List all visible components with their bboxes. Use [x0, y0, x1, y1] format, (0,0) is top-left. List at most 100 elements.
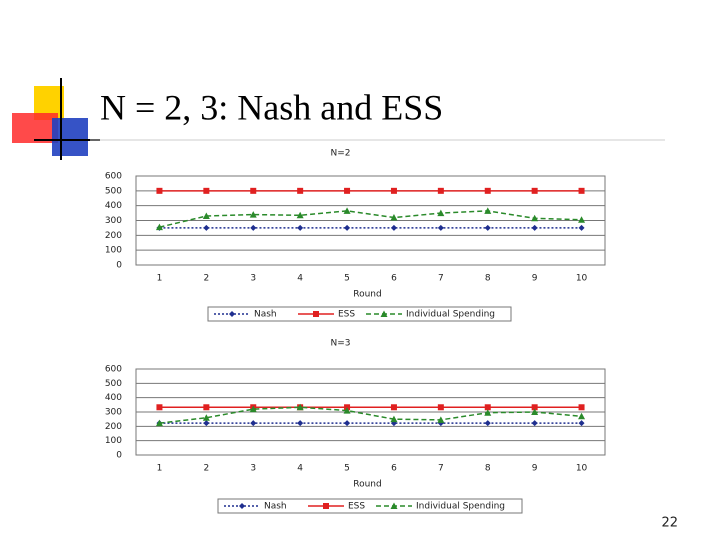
y-tick-label: 400	[105, 201, 122, 211]
point-marker	[578, 412, 586, 420]
point-marker	[203, 420, 210, 427]
legend-marker	[323, 503, 329, 509]
point-marker	[250, 187, 257, 194]
x-tick-label: 4	[297, 274, 303, 284]
point-marker	[249, 211, 257, 218]
x-tick-label: 1	[157, 464, 163, 474]
point-marker	[437, 209, 445, 217]
point-marker	[437, 187, 444, 194]
point-marker	[484, 420, 491, 427]
point-marker	[531, 408, 539, 415]
y-tick-label: 100	[105, 246, 122, 256]
point-marker	[203, 224, 210, 231]
deco-red	[12, 113, 58, 143]
point-marker	[297, 224, 304, 231]
point-marker	[249, 405, 257, 413]
point-marker	[578, 404, 585, 411]
point-marker	[156, 187, 163, 194]
point-marker	[343, 207, 351, 214]
x-tick-label: 9	[532, 274, 538, 284]
legend-marker	[380, 310, 388, 317]
point-marker	[437, 404, 444, 411]
x-tick-label: 2	[203, 274, 209, 284]
deco-blue	[52, 118, 88, 156]
legend-box	[217, 498, 523, 514]
y-tick-label: 400	[105, 393, 122, 403]
chart-title: N=3	[331, 339, 351, 349]
y-tick-label: 500	[105, 379, 122, 389]
x-tick-label: 10	[576, 464, 588, 474]
point-marker	[531, 214, 539, 222]
plot-frame	[135, 368, 606, 456]
point-marker	[202, 414, 210, 421]
y-tick-label: 0	[116, 451, 122, 461]
x-tick-label: 3	[250, 274, 256, 284]
y-tick-label: 500	[105, 186, 122, 196]
point-marker	[578, 216, 586, 223]
y-tick-label: 100	[105, 436, 122, 446]
point-marker	[203, 404, 210, 411]
point-marker	[297, 187, 304, 194]
x-tick-label: 5	[344, 464, 350, 474]
point-marker	[343, 407, 351, 414]
y-tick-label: 600	[105, 365, 122, 375]
x-tick-label: 4	[297, 464, 303, 474]
point-marker	[484, 187, 491, 194]
y-tick-label: 200	[105, 231, 122, 241]
x-axis-label: Round	[353, 290, 381, 300]
point-marker	[390, 187, 397, 194]
point-marker	[437, 416, 445, 423]
legend-label: Nash	[254, 310, 277, 320]
x-tick-label: 1	[157, 274, 163, 284]
point-marker	[296, 403, 304, 411]
point-marker	[203, 187, 210, 194]
point-marker	[390, 415, 398, 423]
point-marker	[296, 211, 304, 219]
point-marker	[390, 224, 397, 231]
point-marker	[344, 187, 351, 194]
x-tick-label: 5	[344, 274, 350, 284]
point-marker	[202, 212, 210, 220]
point-marker	[484, 207, 492, 214]
x-tick-label: 2	[203, 464, 209, 474]
legend-label: Individual Spending	[416, 502, 505, 512]
point-marker	[484, 409, 492, 416]
slide-title: N = 2, 3: Nash and ESS	[100, 87, 443, 127]
x-axis-label: Round	[353, 480, 381, 490]
x-tick-label: 8	[485, 464, 491, 474]
point-marker	[155, 419, 163, 427]
x-tick-label: 6	[391, 464, 397, 474]
legend-marker	[229, 311, 235, 317]
point-marker	[250, 420, 257, 427]
point-marker	[344, 224, 351, 231]
y-tick-label: 200	[105, 422, 122, 432]
point-marker	[156, 404, 163, 411]
y-tick-label: 0	[116, 261, 122, 271]
point-marker	[531, 404, 538, 411]
point-marker	[484, 404, 491, 411]
legend-marker	[239, 503, 245, 509]
legend-marker	[313, 311, 319, 317]
y-tick-label: 600	[105, 172, 122, 182]
point-marker	[297, 420, 304, 427]
point-marker	[390, 214, 398, 221]
chart-title: N=2	[331, 149, 351, 159]
x-tick-label: 8	[485, 274, 491, 284]
x-tick-label: 10	[576, 274, 588, 284]
x-tick-label: 6	[391, 274, 397, 284]
legend-label: Nash	[264, 502, 287, 512]
legend-marker	[390, 502, 398, 509]
point-marker	[578, 224, 585, 231]
legend-label: ESS	[338, 310, 355, 320]
point-marker	[531, 224, 538, 231]
point-marker	[531, 420, 538, 427]
point-marker	[344, 420, 351, 427]
x-tick-label: 7	[438, 464, 444, 474]
point-marker	[437, 224, 444, 231]
legend-label: Individual Spending	[406, 310, 495, 320]
y-tick-label: 300	[105, 216, 122, 226]
point-marker	[390, 404, 397, 411]
point-marker	[250, 224, 257, 231]
legend-label: ESS	[348, 502, 365, 512]
